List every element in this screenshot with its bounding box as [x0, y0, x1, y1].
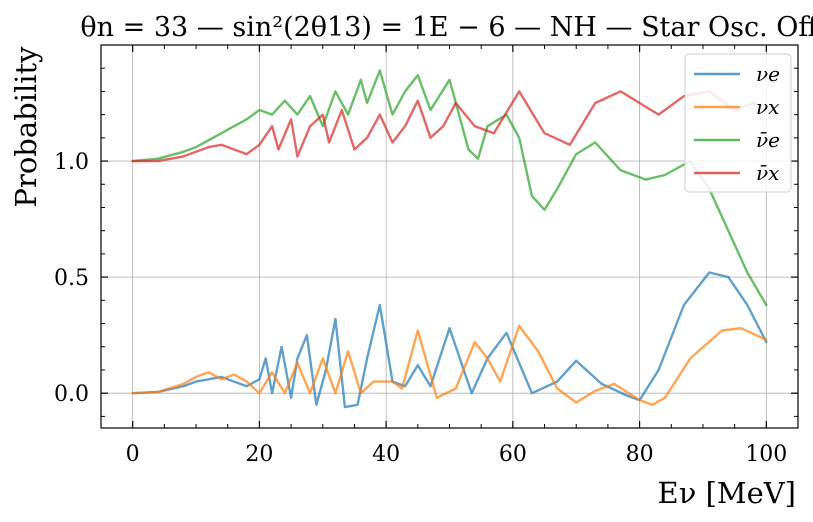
x-tick-labels: 0 20 40 60 80 100 [126, 442, 788, 467]
axis-ticks [100, 45, 799, 428]
series-line-nubar-e [131, 69, 768, 307]
series-line-nubar-x [131, 90, 768, 163]
x-tick-label: 40 [372, 442, 400, 467]
series-layer [131, 69, 768, 409]
legend: νe νx ν̄e ν̄x [684, 53, 792, 193]
x-tick-label: 80 [626, 442, 654, 467]
legend-label-nu-e: νe [756, 62, 780, 86]
legend-items: νe νx ν̄e ν̄x [694, 62, 780, 185]
legend-label-nubar-e: ν̄e [756, 128, 780, 152]
y-axis-label: Probability [9, 46, 43, 208]
series-line-nu-e [131, 271, 768, 409]
chart-title: θn = 33 — sin²(2θ13) = 1E − 6 — NH — Sta… [80, 12, 813, 43]
series-line-nu-x [131, 324, 768, 406]
x-axis-label: Eν [MeV] [658, 476, 796, 510]
legend-box [684, 53, 792, 193]
x-tick-label: 100 [745, 442, 787, 467]
legend-label-nubar-x: ν̄x [756, 161, 779, 185]
x-tick-label: 20 [245, 442, 273, 467]
y-tick-label: 1.0 [54, 150, 89, 175]
x-tick-label: 0 [126, 442, 140, 467]
y-tick-label: 0.0 [54, 382, 89, 407]
legend-label-nu-x: νx [756, 95, 779, 119]
x-tick-label: 60 [499, 442, 527, 467]
y-tick-label: 0.5 [54, 266, 89, 291]
y-tick-labels: 0.0 0.5 1.0 [54, 150, 89, 407]
